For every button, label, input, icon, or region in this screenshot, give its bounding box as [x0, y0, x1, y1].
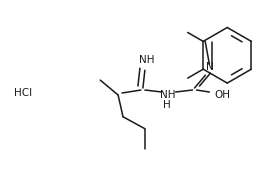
Text: NH: NH [160, 90, 175, 100]
Text: N: N [206, 62, 213, 72]
Text: HCl: HCl [14, 88, 32, 98]
Text: OH: OH [214, 90, 230, 100]
Text: NH: NH [139, 55, 155, 65]
Text: H: H [163, 100, 171, 110]
